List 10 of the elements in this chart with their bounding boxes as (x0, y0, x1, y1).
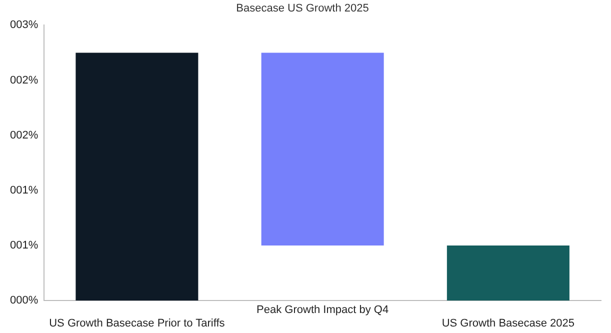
chart-title: Basecase US Growth 2025 (236, 2, 369, 15)
x-tick-label: Peak Growth Impact by Q4 (256, 304, 389, 316)
x-tick-label: US Growth Basecase Prior to Tariffs (49, 317, 226, 330)
y-tick-label: 000% (10, 294, 38, 307)
y-tick-label: 002% (10, 74, 38, 86)
y-tick-label: 003% (10, 19, 38, 32)
y-tick-label: 001% (10, 184, 38, 196)
x-tick-label: US Growth Basecase 2025 (442, 317, 575, 330)
y-tick-label: 001% (10, 240, 38, 252)
y-tick-label: 002% (10, 129, 38, 142)
